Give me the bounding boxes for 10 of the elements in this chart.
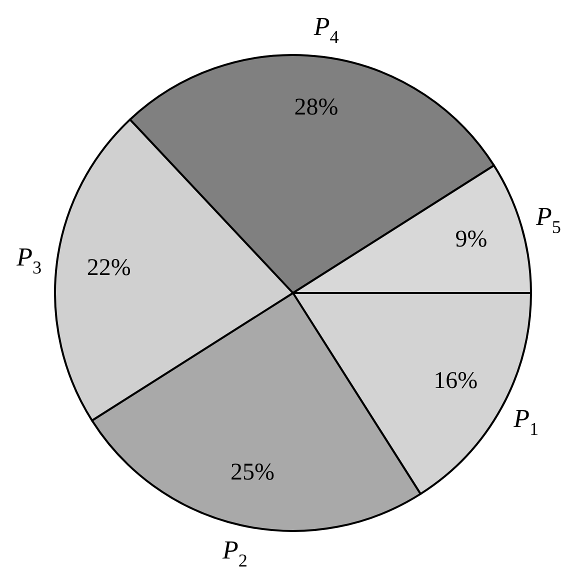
data-label: 16% bbox=[434, 368, 478, 394]
slice-label: P$_{3}$ bbox=[16, 242, 42, 278]
data-label: 9% bbox=[455, 226, 488, 253]
slice-label: P$_{4}$ bbox=[312, 12, 339, 48]
data-label: 22% bbox=[86, 255, 131, 282]
slice-label: P$_{2}$ bbox=[221, 536, 248, 571]
data-label: 25% bbox=[230, 460, 275, 486]
slice-label: P$_{5}$ bbox=[534, 202, 561, 237]
slice-label: P$_{1}$ bbox=[512, 404, 539, 440]
data-label: 28% bbox=[294, 94, 338, 120]
